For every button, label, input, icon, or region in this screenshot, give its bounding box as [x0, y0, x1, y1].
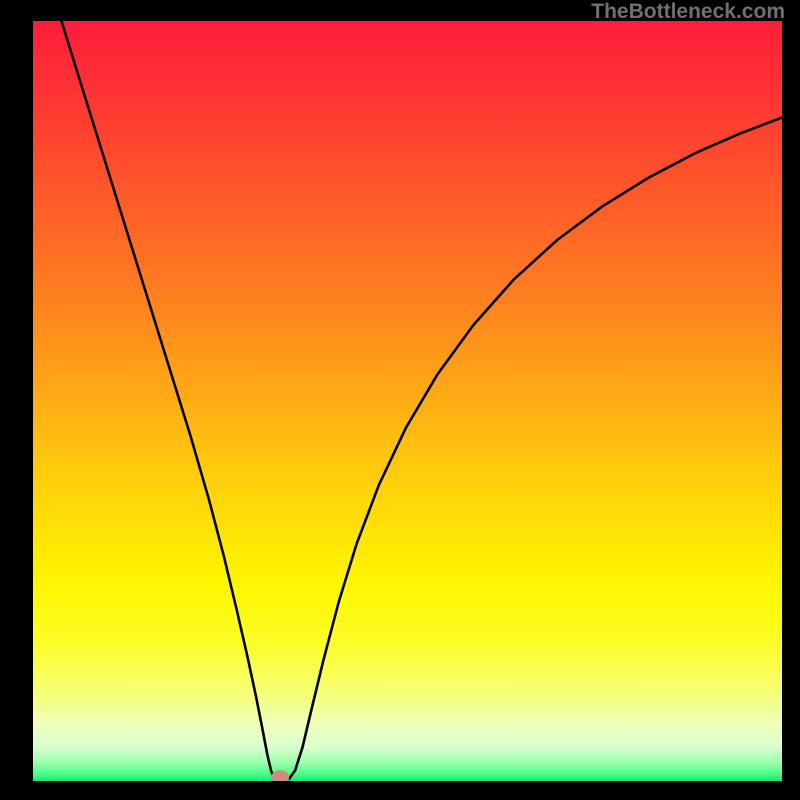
chart-container: TheBottleneck.com [0, 0, 800, 800]
watermark-text: TheBottleneck.com [591, 0, 785, 24]
background-gradient [33, 21, 782, 781]
plot-area [33, 21, 782, 781]
gradient-plot [33, 21, 782, 781]
